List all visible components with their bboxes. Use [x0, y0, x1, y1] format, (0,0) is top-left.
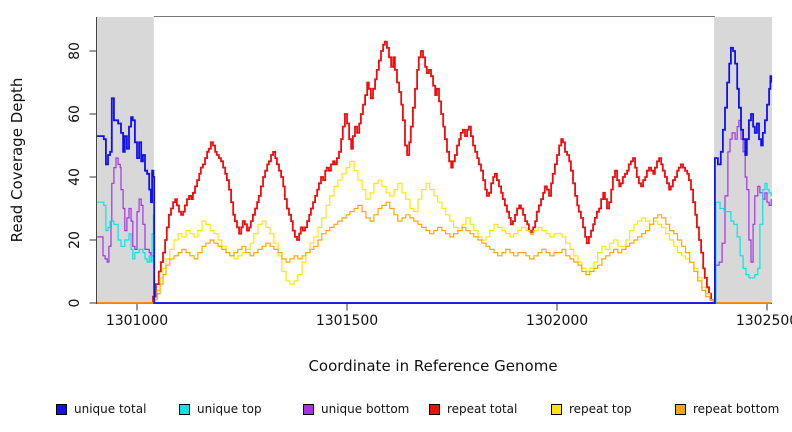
- y-tick-label: 0: [67, 298, 83, 308]
- legend-label: repeat total: [447, 402, 518, 416]
- series-line-repeat-top: [97, 160, 772, 304]
- legend-swatch-repeat-total: [429, 403, 440, 415]
- y-axis-title: Read Coverage Depth: [8, 77, 26, 243]
- legend-swatch-repeat-top: [551, 403, 562, 415]
- series-line-repeat-bottom: [97, 201, 772, 304]
- series-line-unique-total: [97, 46, 773, 304]
- legend-swatch-unique-top: [179, 403, 190, 415]
- x-tick-label: 1302000: [525, 313, 589, 329]
- x-tick-label: 1302500: [735, 313, 792, 329]
- legend-label: repeat top: [569, 402, 632, 416]
- legend-label: unique bottom: [321, 402, 410, 416]
- legend-label: repeat bottom: [693, 402, 780, 416]
- series-line-repeat-total: [97, 40, 772, 304]
- legend-item-repeat-bottom: repeat bottom: [675, 402, 779, 416]
- y-tick-label: 20: [67, 231, 83, 249]
- legend-swatch-unique-total: [56, 403, 67, 415]
- legend-swatch-unique-bottom: [303, 403, 314, 415]
- series-line-unique-bottom: [97, 119, 772, 304]
- y-tick-label: 60: [67, 105, 83, 123]
- legend-label: unique top: [197, 402, 262, 416]
- legend-item-unique-top: unique top: [179, 402, 262, 416]
- y-tick-label: 40: [67, 168, 83, 186]
- x-tick-label: 1301500: [315, 313, 379, 329]
- legend-label: unique total: [74, 402, 147, 416]
- y-tick-label: 80: [67, 42, 83, 60]
- legend-swatch-repeat-bottom: [675, 403, 686, 415]
- x-tick-label: 1301000: [105, 313, 169, 329]
- legend-item-repeat-total: repeat total: [429, 402, 517, 416]
- x-axis-title: Coordinate in Reference Genome: [308, 357, 558, 375]
- series-line-unique-top: [97, 182, 772, 304]
- legend-item-unique-bottom: unique bottom: [303, 402, 409, 416]
- legend-item-repeat-top: repeat top: [551, 402, 632, 416]
- legend-item-unique-total: unique total: [56, 402, 146, 416]
